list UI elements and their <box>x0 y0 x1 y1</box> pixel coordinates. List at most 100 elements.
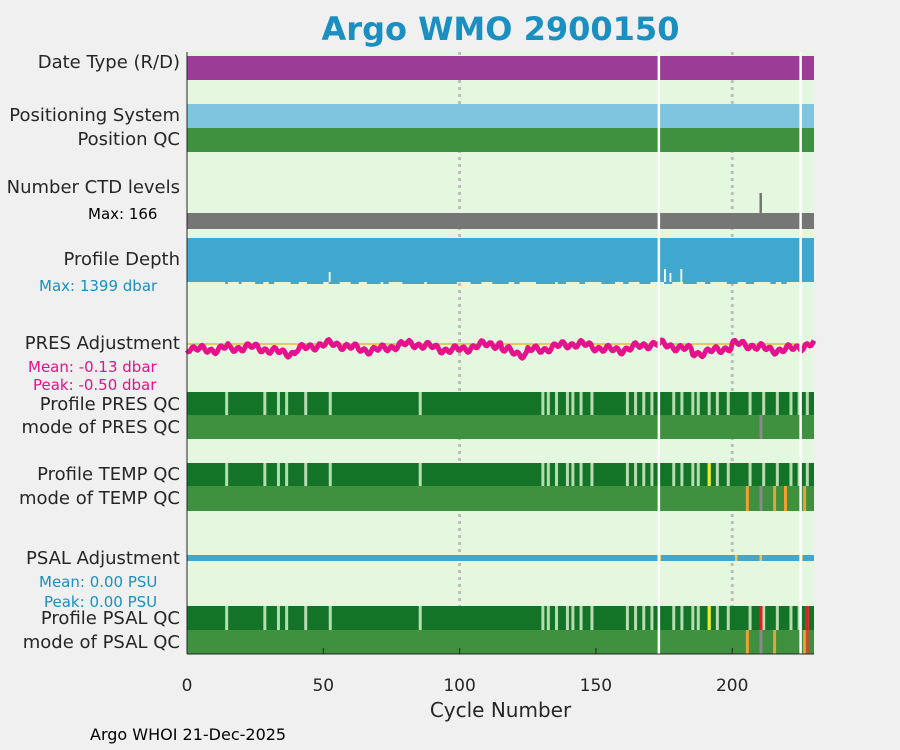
profile-depth-notch <box>328 272 331 282</box>
profile-psal-qc-mark <box>797 606 801 630</box>
profile-temp-qc-mark <box>680 463 684 486</box>
profile-psal-qc-mark <box>285 606 289 630</box>
profile-temp-qc-mark <box>762 463 766 486</box>
profile-pres-qc-mark <box>748 392 752 415</box>
depth-max: Max: 1399 dbar <box>39 277 158 295</box>
profile-temp-qc-mark <box>797 463 801 486</box>
profile-temp-qc-mark <box>571 463 575 486</box>
mode-temp-qc-mark <box>745 486 749 511</box>
label-mode-psal-qc: mode of PSAL QC <box>22 632 180 653</box>
date-type-bar <box>187 56 814 80</box>
mode-psal-qc-mark <box>805 630 809 654</box>
profile-depth-tick <box>664 282 673 284</box>
profile-depth-tick <box>639 282 651 284</box>
profile-pres-qc-mark <box>225 392 229 415</box>
profile-depth-tick <box>306 282 324 284</box>
profile-temp-qc-mark <box>642 463 646 486</box>
profile-depth-tick <box>225 282 228 284</box>
profile-psal-qc-mark <box>748 606 752 630</box>
label-date-type: Date Type (R/D) <box>37 52 180 73</box>
profile-psal-qc-mark <box>541 606 545 630</box>
label-profile-depth: Profile Depth <box>63 249 180 270</box>
profile-psal-qc-mark <box>696 606 700 630</box>
profile-depth-notch <box>680 269 683 282</box>
profile-temp-qc-mark <box>748 463 752 486</box>
profile-pres-qc-mark <box>285 392 289 415</box>
profile-psal-qc-mark <box>328 606 332 630</box>
psal-adjustment-line <box>187 555 814 561</box>
profile-depth-tick <box>781 282 787 284</box>
profile-psal-qc-mark <box>775 606 779 630</box>
profile-depth-tick <box>601 282 615 284</box>
x-tick-label: 200 <box>715 676 749 696</box>
profile-depth-tick <box>704 282 711 284</box>
profile-temp-qc-bar <box>187 463 814 486</box>
profile-depth-tick <box>579 282 586 284</box>
ctd-levels-max-spike <box>759 193 762 213</box>
profile-psal-qc-mark <box>418 606 422 630</box>
profile-temp-qc-mark <box>418 463 422 486</box>
profile-psal-qc-mark <box>642 606 646 630</box>
profile-temp-qc-mark <box>634 463 638 486</box>
profile-psal-qc-mark <box>680 606 684 630</box>
profile-temp-qc-mark <box>546 463 550 486</box>
label-position-qc: Position QC <box>77 129 180 150</box>
profile-pres-qc-mark <box>625 392 629 415</box>
mode-psal-qc-mark <box>759 630 763 654</box>
profile-psal-qc-red <box>759 606 763 630</box>
profile-psal-qc-yellow <box>707 606 711 630</box>
label-profile-temp-qc: Profile TEMP QC <box>37 464 180 485</box>
profile-pres-qc-mark <box>672 392 676 415</box>
psal-mean: Mean: 0.00 PSU <box>39 573 158 591</box>
mode-temp-qc-bar <box>187 486 814 511</box>
profile-pres-qc-mark <box>696 392 700 415</box>
missing-cycle-gap <box>657 52 661 654</box>
profile-psal-qc-mark <box>650 606 654 630</box>
profile-temp-qc-mark <box>691 463 695 486</box>
profile-pres-qc-bar <box>187 392 814 415</box>
profile-depth-tick <box>255 282 264 284</box>
missing-cycle-gap <box>799 52 802 654</box>
x-tick-label: 150 <box>579 676 613 696</box>
profile-temp-qc-mark <box>304 463 308 486</box>
profile-pres-qc-mark <box>546 392 550 415</box>
mode-temp-qc-mark <box>773 486 777 511</box>
profile-pres-qc-mark <box>571 392 575 415</box>
profile-psal-qc-mark <box>263 606 267 630</box>
profile-psal-qc-mark <box>304 606 308 630</box>
profile-pres-qc-mark <box>565 392 569 415</box>
profile-psal-qc-mark <box>225 606 229 630</box>
profile-depth-tick <box>238 282 242 284</box>
label-psal-adjustment: PSAL Adjustment <box>25 548 180 569</box>
x-tick-label: 100 <box>443 676 476 696</box>
profile-temp-qc-mark <box>555 463 559 486</box>
profile-temp-qc-mark <box>789 463 793 486</box>
mode-temp-qc-mark <box>759 486 763 511</box>
profile-depth-notch <box>664 269 666 282</box>
profile-pres-qc-mark <box>789 392 793 415</box>
profile-temp-qc-mark <box>715 463 719 486</box>
profile-pres-qc-mark <box>634 392 638 415</box>
psal-peak: Peak: 0.00 PSU <box>44 593 158 611</box>
profile-temp-qc-mark <box>672 463 676 486</box>
profile-depth-tick <box>557 282 566 284</box>
profile-pres-qc-mark <box>555 392 559 415</box>
mode-psal-qc-mark <box>803 630 807 654</box>
pres-mean: Mean: -0.13 dbar <box>28 358 157 376</box>
profile-depth-tick <box>470 282 482 284</box>
profile-temp-qc-mark <box>565 463 569 486</box>
chart-title: Argo WMO 2900150 <box>321 10 680 48</box>
profile-temp-qc-mark <box>225 463 229 486</box>
position-qc-bar <box>187 128 814 152</box>
profile-temp-qc-mark <box>775 463 779 486</box>
profile-depth-tick <box>402 282 425 284</box>
profile-depth-tick <box>448 282 457 284</box>
profile-psal-qc-mark <box>579 606 583 630</box>
profile-pres-qc-mark <box>707 392 711 415</box>
label-pres-adjustment: PRES Adjustment <box>24 333 180 354</box>
profile-psal-qc-mark <box>762 606 766 630</box>
pres-adjustment-line <box>185 337 817 361</box>
ctd-max: Max: 166 <box>88 205 158 223</box>
profile-psal-qc-mark <box>726 606 730 630</box>
